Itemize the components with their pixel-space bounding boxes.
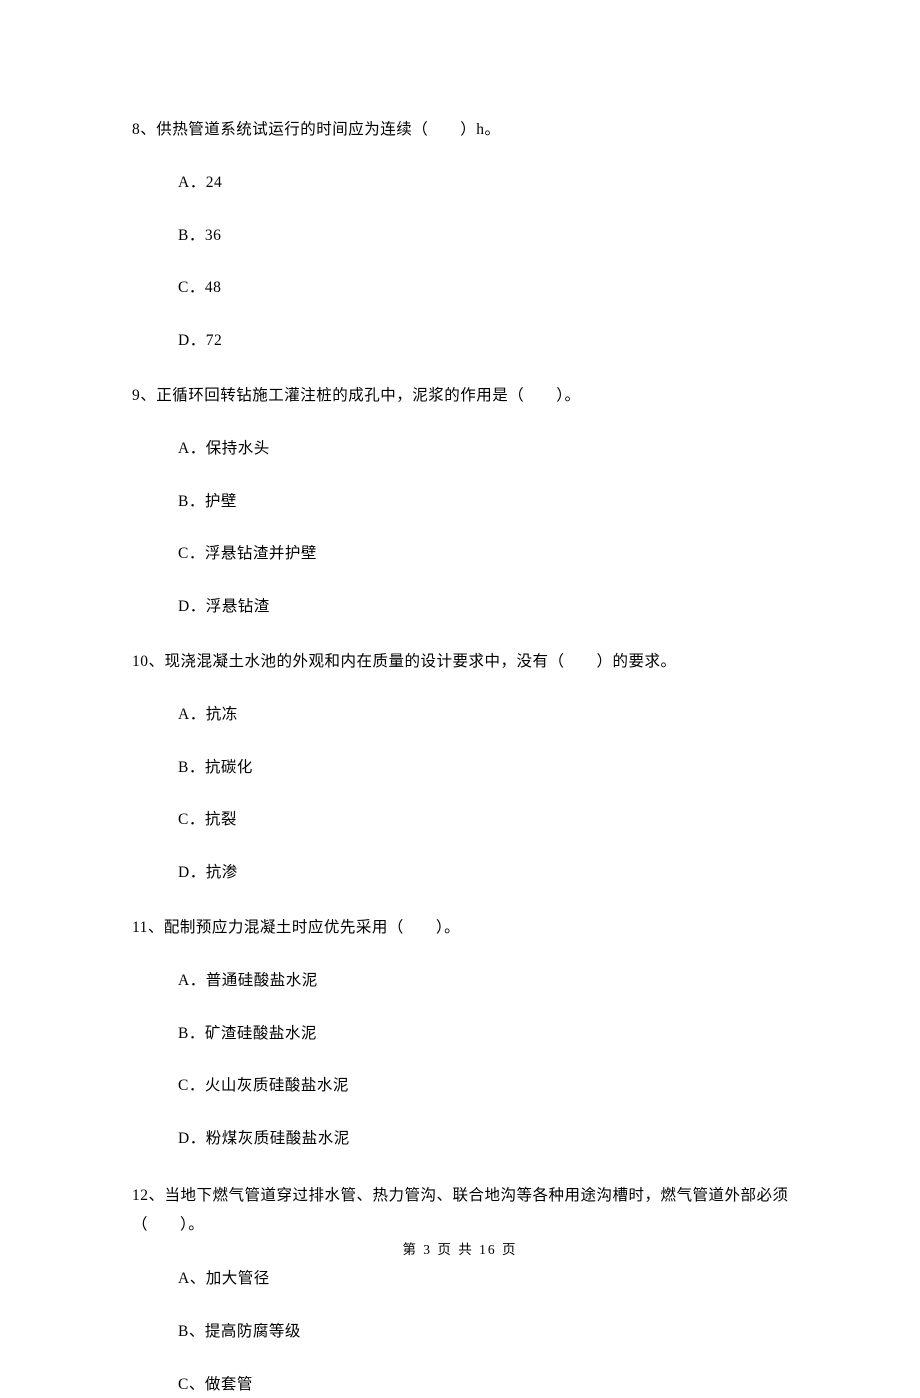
page-footer: 第 3 页 共 16 页 <box>0 1238 920 1258</box>
option-d: D．粉煤灰质硅酸盐水泥 <box>178 1127 792 1152</box>
option-c: C．浮悬钻渣并护壁 <box>178 542 792 567</box>
question-options: A．抗冻 B．抗碳化 C．抗裂 D．抗渗 <box>132 703 792 886</box>
option-a: A．保持水头 <box>178 437 792 462</box>
option-b: B．护壁 <box>178 490 792 515</box>
option-c: C、做套管 <box>178 1373 792 1398</box>
question-options: A．24 B．36 C．48 D．72 <box>132 171 792 354</box>
option-a: A．24 <box>178 171 792 196</box>
option-a: A．普通硅酸盐水泥 <box>178 969 792 994</box>
page-content: 8、供热管道系统试运行的时间应为连续（ ）h。 A．24 B．36 C．48 D… <box>0 0 920 1398</box>
question-9: 9、正循环回转钻施工灌注桩的成孔中，泥浆的作用是（ ）。 A．保持水头 B．护壁… <box>132 384 792 620</box>
question-10: 10、现浇混凝土水池的外观和内在质量的设计要求中，没有（ ）的要求。 A．抗冻 … <box>132 650 792 886</box>
question-stem: 10、现浇混凝土水池的外观和内在质量的设计要求中，没有（ ）的要求。 <box>132 650 792 675</box>
question-stem: 8、供热管道系统试运行的时间应为连续（ ）h。 <box>132 118 792 143</box>
option-b: B、提高防腐等级 <box>178 1320 792 1345</box>
option-b: B．矿渣硅酸盐水泥 <box>178 1022 792 1047</box>
option-c: C．抗裂 <box>178 808 792 833</box>
question-stem: 12、当地下燃气管道穿过排水管、热力管沟、联合地沟等各种用途沟槽时，燃气管道外部… <box>132 1182 792 1239</box>
option-b: B．抗碳化 <box>178 756 792 781</box>
question-options: A．普通硅酸盐水泥 B．矿渣硅酸盐水泥 C．火山灰质硅酸盐水泥 D．粉煤灰质硅酸… <box>132 969 792 1152</box>
option-d: D．72 <box>178 329 792 354</box>
question-11: 11、配制预应力混凝土时应优先采用（ ）。 A．普通硅酸盐水泥 B．矿渣硅酸盐水… <box>132 916 792 1152</box>
question-stem: 11、配制预应力混凝土时应优先采用（ ）。 <box>132 916 792 941</box>
option-c: C．火山灰质硅酸盐水泥 <box>178 1074 792 1099</box>
option-a: A、加大管径 <box>178 1267 792 1292</box>
question-options: A．保持水头 B．护壁 C．浮悬钻渣并护壁 D．浮悬钻渣 <box>132 437 792 620</box>
question-12: 12、当地下燃气管道穿过排水管、热力管沟、联合地沟等各种用途沟槽时，燃气管道外部… <box>132 1182 792 1398</box>
option-a: A．抗冻 <box>178 703 792 728</box>
option-d: D．抗渗 <box>178 861 792 886</box>
option-c: C．48 <box>178 276 792 301</box>
question-stem: 9、正循环回转钻施工灌注桩的成孔中，泥浆的作用是（ ）。 <box>132 384 792 409</box>
option-d: D．浮悬钻渣 <box>178 595 792 620</box>
option-b: B．36 <box>178 224 792 249</box>
question-8: 8、供热管道系统试运行的时间应为连续（ ）h。 A．24 B．36 C．48 D… <box>132 118 792 354</box>
question-options: A、加大管径 B、提高防腐等级 C、做套管 <box>132 1267 792 1397</box>
